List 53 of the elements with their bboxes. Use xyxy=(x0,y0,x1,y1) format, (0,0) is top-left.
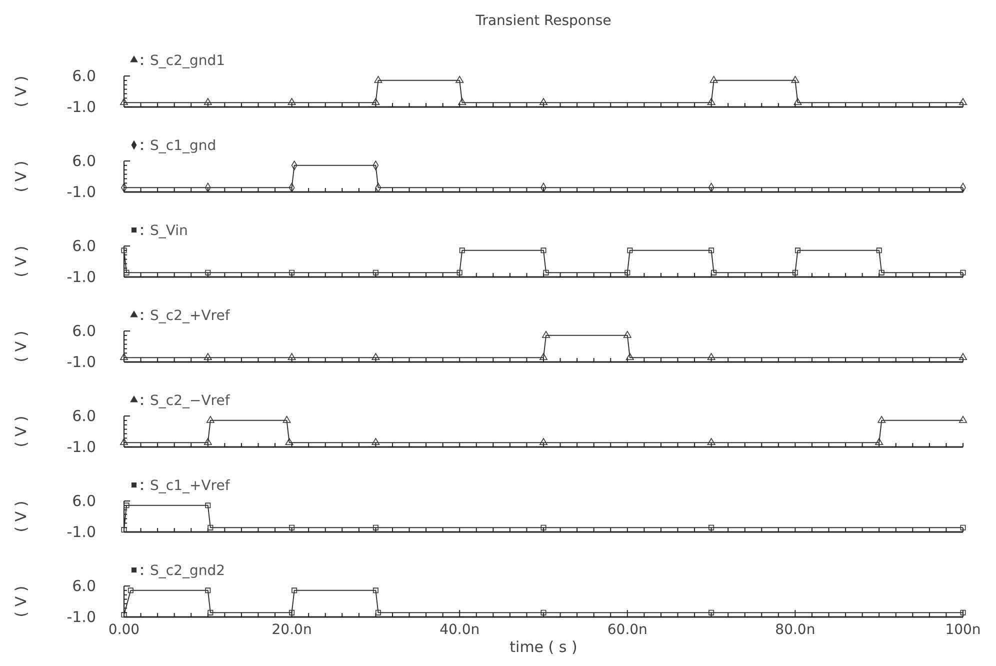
series-label: S_c2_−Vref xyxy=(150,393,231,409)
y-tick-label: -1.0 xyxy=(66,608,96,626)
y-tick-label: -1.0 xyxy=(66,438,96,456)
y-tick-label: 6.0 xyxy=(72,407,96,425)
y-tick-label: -1.0 xyxy=(66,98,96,116)
y-tick-label: -1.0 xyxy=(66,268,96,286)
point xyxy=(372,524,378,530)
y-tick-label: 6.0 xyxy=(72,492,96,510)
series-label: S_Vin xyxy=(150,223,188,239)
y-tick-label: 6.0 xyxy=(72,67,96,85)
point xyxy=(708,524,714,530)
series-label: S_c2_gnd2 xyxy=(150,563,226,579)
point xyxy=(708,610,714,616)
y-axis-title: ( V ) xyxy=(12,330,30,362)
x-tick-label: 20.0n xyxy=(272,622,312,638)
x-tick-label: 0.00 xyxy=(108,622,140,638)
y-tick-label: 6.0 xyxy=(72,152,96,170)
point xyxy=(205,588,211,594)
point xyxy=(128,588,134,594)
y-tick-label: -1.0 xyxy=(66,353,96,371)
y-axis-title: ( V ) xyxy=(12,500,30,532)
x-tick-label: 60.0n xyxy=(607,622,648,638)
text: S_c1_gnd xyxy=(150,138,216,154)
text: S_c2_gnd1 xyxy=(150,53,226,69)
x-tick-label: 80.0n xyxy=(775,622,816,638)
point xyxy=(121,527,127,533)
chart-title: Transient Response xyxy=(474,13,612,29)
series-label: S_c1_+Vref xyxy=(150,478,231,494)
point xyxy=(375,610,381,616)
y-axis-title: ( V ) xyxy=(12,246,30,278)
x-tick-label: 40.0n xyxy=(440,622,480,638)
point xyxy=(292,588,298,594)
point xyxy=(540,524,546,530)
y-tick-label: 6.0 xyxy=(72,237,96,255)
point xyxy=(289,524,295,530)
y-tick-label: -1.0 xyxy=(66,523,96,541)
text: S_c2_+Vref xyxy=(150,308,231,324)
point xyxy=(208,610,214,616)
point xyxy=(540,610,546,616)
y-tick-label: 6.0 xyxy=(72,577,96,595)
y-axis-title: ( V ) xyxy=(12,586,30,618)
point xyxy=(121,612,127,618)
y-axis-title: ( V ) xyxy=(12,416,30,448)
point xyxy=(372,588,378,594)
x-axis-title: time ( s ) xyxy=(510,638,578,656)
y-tick-label: -1.0 xyxy=(66,183,96,201)
point xyxy=(289,610,295,616)
point xyxy=(208,524,214,530)
y-axis-title: ( V ) xyxy=(12,76,30,108)
y-tick-label: 6.0 xyxy=(72,322,96,340)
y-axis-title: ( V ) xyxy=(12,160,30,192)
point xyxy=(205,502,211,508)
x-tick-label: 100n xyxy=(945,622,981,638)
